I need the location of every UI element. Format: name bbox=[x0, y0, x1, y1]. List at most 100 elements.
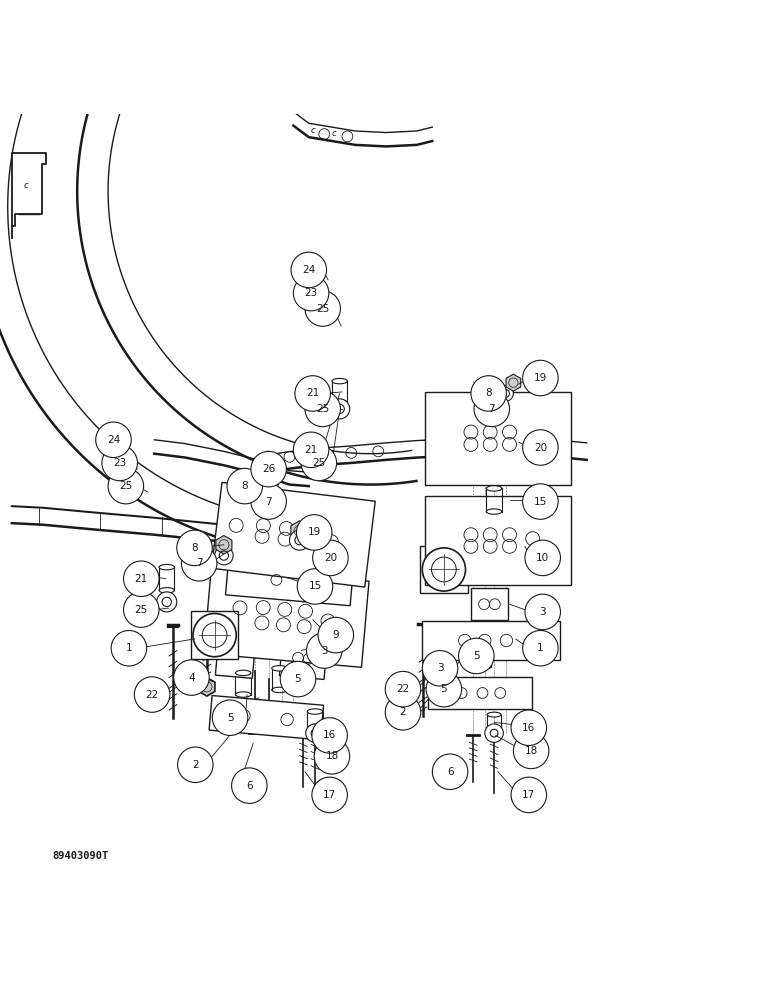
Circle shape bbox=[232, 768, 267, 803]
Text: 6: 6 bbox=[246, 781, 252, 791]
Text: 16: 16 bbox=[522, 723, 536, 733]
Circle shape bbox=[306, 724, 324, 742]
Circle shape bbox=[177, 530, 212, 566]
Circle shape bbox=[178, 747, 213, 783]
Circle shape bbox=[432, 754, 468, 790]
Bar bbox=[204, 567, 369, 667]
Text: 10: 10 bbox=[536, 553, 550, 563]
Text: 7: 7 bbox=[196, 558, 202, 568]
Circle shape bbox=[293, 432, 329, 468]
Circle shape bbox=[330, 399, 350, 419]
Text: 4: 4 bbox=[188, 673, 195, 683]
Text: 16: 16 bbox=[323, 730, 337, 740]
Polygon shape bbox=[506, 374, 521, 391]
Text: 3: 3 bbox=[437, 663, 443, 673]
Circle shape bbox=[483, 394, 502, 413]
Text: 19: 19 bbox=[533, 373, 547, 383]
Text: 24: 24 bbox=[107, 435, 120, 445]
Text: 5: 5 bbox=[295, 674, 301, 684]
Circle shape bbox=[426, 671, 462, 707]
Circle shape bbox=[174, 660, 209, 695]
Text: 25: 25 bbox=[312, 458, 326, 468]
Text: 20: 20 bbox=[323, 553, 337, 563]
Circle shape bbox=[227, 468, 262, 504]
Circle shape bbox=[301, 445, 337, 481]
Text: c: c bbox=[310, 126, 315, 135]
Text: 26: 26 bbox=[262, 464, 276, 474]
Text: 25: 25 bbox=[316, 304, 330, 314]
Circle shape bbox=[157, 592, 177, 612]
Text: 9: 9 bbox=[333, 630, 339, 640]
Circle shape bbox=[422, 548, 466, 591]
Circle shape bbox=[471, 376, 506, 411]
Text: 15: 15 bbox=[308, 581, 322, 591]
Polygon shape bbox=[199, 678, 215, 696]
Text: 25: 25 bbox=[316, 404, 330, 414]
Circle shape bbox=[124, 592, 159, 627]
Circle shape bbox=[385, 695, 421, 730]
Polygon shape bbox=[216, 536, 232, 554]
Bar bbox=[471, 588, 508, 620]
Text: 25: 25 bbox=[119, 481, 133, 491]
Text: 18: 18 bbox=[325, 751, 339, 761]
Circle shape bbox=[290, 530, 310, 550]
Text: 21: 21 bbox=[304, 445, 318, 455]
Circle shape bbox=[261, 498, 279, 517]
Text: 21: 21 bbox=[134, 574, 148, 584]
Bar bbox=[191, 611, 239, 659]
Circle shape bbox=[485, 724, 503, 742]
Bar bbox=[225, 556, 354, 606]
Text: 2: 2 bbox=[192, 760, 198, 770]
Text: 24: 24 bbox=[302, 265, 316, 275]
Text: 1: 1 bbox=[537, 643, 543, 653]
Text: c: c bbox=[24, 181, 29, 190]
Text: 15: 15 bbox=[533, 497, 547, 507]
Circle shape bbox=[296, 515, 332, 550]
Bar bbox=[428, 677, 533, 709]
Circle shape bbox=[306, 633, 342, 668]
Bar bbox=[422, 621, 560, 660]
Ellipse shape bbox=[477, 647, 491, 652]
Bar bbox=[215, 638, 256, 678]
Circle shape bbox=[251, 486, 266, 502]
Text: 8: 8 bbox=[486, 388, 492, 398]
Ellipse shape bbox=[272, 666, 287, 671]
Text: 7: 7 bbox=[489, 404, 495, 414]
Circle shape bbox=[313, 540, 348, 576]
Text: 23: 23 bbox=[113, 458, 127, 468]
Circle shape bbox=[295, 376, 330, 411]
Text: 5: 5 bbox=[473, 651, 479, 661]
Circle shape bbox=[513, 733, 549, 769]
Text: 2: 2 bbox=[400, 707, 406, 717]
Circle shape bbox=[293, 275, 329, 311]
Circle shape bbox=[523, 360, 558, 396]
Text: 19: 19 bbox=[307, 527, 321, 537]
Text: 6: 6 bbox=[447, 767, 453, 777]
Circle shape bbox=[474, 391, 510, 427]
Circle shape bbox=[181, 546, 217, 581]
Circle shape bbox=[111, 630, 147, 666]
Bar bbox=[425, 496, 571, 585]
Circle shape bbox=[459, 638, 494, 674]
Circle shape bbox=[523, 630, 558, 666]
Text: 17: 17 bbox=[323, 790, 337, 800]
Circle shape bbox=[523, 430, 558, 465]
Text: 89403090T: 89403090T bbox=[52, 851, 109, 861]
Text: 23: 23 bbox=[304, 288, 318, 298]
Text: 21: 21 bbox=[306, 388, 320, 398]
Circle shape bbox=[385, 671, 421, 707]
Ellipse shape bbox=[307, 709, 323, 714]
Ellipse shape bbox=[486, 486, 502, 491]
Bar bbox=[279, 637, 327, 679]
Circle shape bbox=[422, 651, 458, 686]
Circle shape bbox=[297, 569, 333, 604]
Circle shape bbox=[212, 700, 248, 735]
Text: 5: 5 bbox=[227, 713, 233, 723]
Text: 8: 8 bbox=[191, 543, 198, 553]
Circle shape bbox=[498, 386, 513, 401]
Circle shape bbox=[525, 594, 560, 630]
Circle shape bbox=[511, 710, 547, 745]
Text: 22: 22 bbox=[396, 684, 410, 694]
Circle shape bbox=[312, 777, 347, 813]
Text: 18: 18 bbox=[524, 746, 538, 756]
